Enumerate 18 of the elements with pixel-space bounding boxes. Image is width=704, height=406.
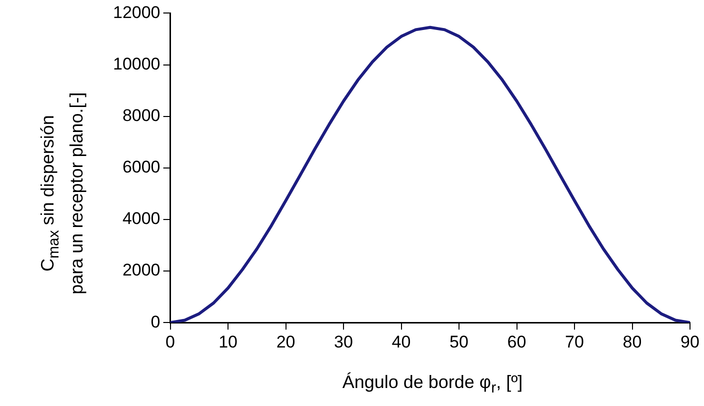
x-tick-label: 70 [565,332,584,352]
x-tick-label: 30 [334,332,353,352]
x-tick-label: 10 [218,332,238,352]
x-tick-label: 60 [507,332,526,352]
y-tick-label: 2000 [122,260,160,280]
x-tick-label: 90 [680,332,700,352]
y-tick-label: 12000 [112,2,160,22]
x-tick-label: 50 [450,332,468,352]
y-tick-label: 4000 [122,209,160,228]
x-axis-title: Ángulo de borde φ$_{r}$, [º] [341,372,524,397]
x-tick-label: 40 [392,332,411,352]
x-tick-label: 80 [622,332,642,352]
y-tick-label: 6000 [122,158,160,177]
y-tick-label: 10000 [112,54,160,74]
x-tick-label: 0 [166,332,176,352]
x-tick-label: 20 [276,332,296,352]
y-tick-label: 0 [150,312,160,332]
y-tick-label: 8000 [122,106,160,126]
